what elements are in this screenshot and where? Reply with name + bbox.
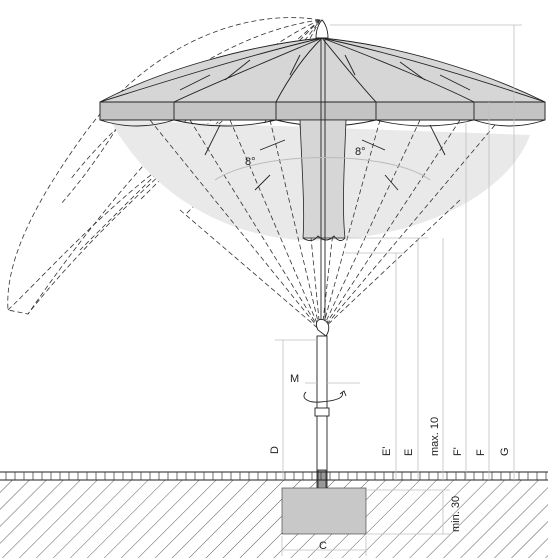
angle-right-label: 8° [355,146,366,158]
dim-min30-label: min. 30 [450,496,462,532]
folding-ribs [149,119,496,331]
rotation-arrow [303,391,343,403]
ground [0,471,548,558]
canopy-panel-lines [179,54,471,91]
ground-paving [5,472,547,480]
angle-left-label: 8° [245,156,256,168]
dim-E1-label: E' [381,447,393,456]
angle-arc [214,157,431,181]
dim-F-label: F [475,449,487,456]
canopy-ribs [99,37,546,103]
inner-ribs [204,124,446,191]
canopy-finial [315,19,329,39]
folded-canopy [299,119,347,239]
dim-F1-label: F' [452,447,464,456]
pole-clamp [314,407,330,417]
canopy-valance [99,101,546,121]
dim-D-label: D [269,446,281,454]
dim-G-label: G [499,447,511,456]
dim-max10-label: max. 10 [429,417,441,456]
foundation-block [281,487,367,535]
folded-canopy-hem [302,235,346,241]
valance-scallops [99,102,546,127]
main-canopy [99,19,546,127]
dim-C-label: C [319,540,327,552]
dim-E-label: E [403,449,415,456]
dimensions [275,24,522,556]
tilt-joint [315,319,330,337]
dim-M-label: M [290,373,299,385]
